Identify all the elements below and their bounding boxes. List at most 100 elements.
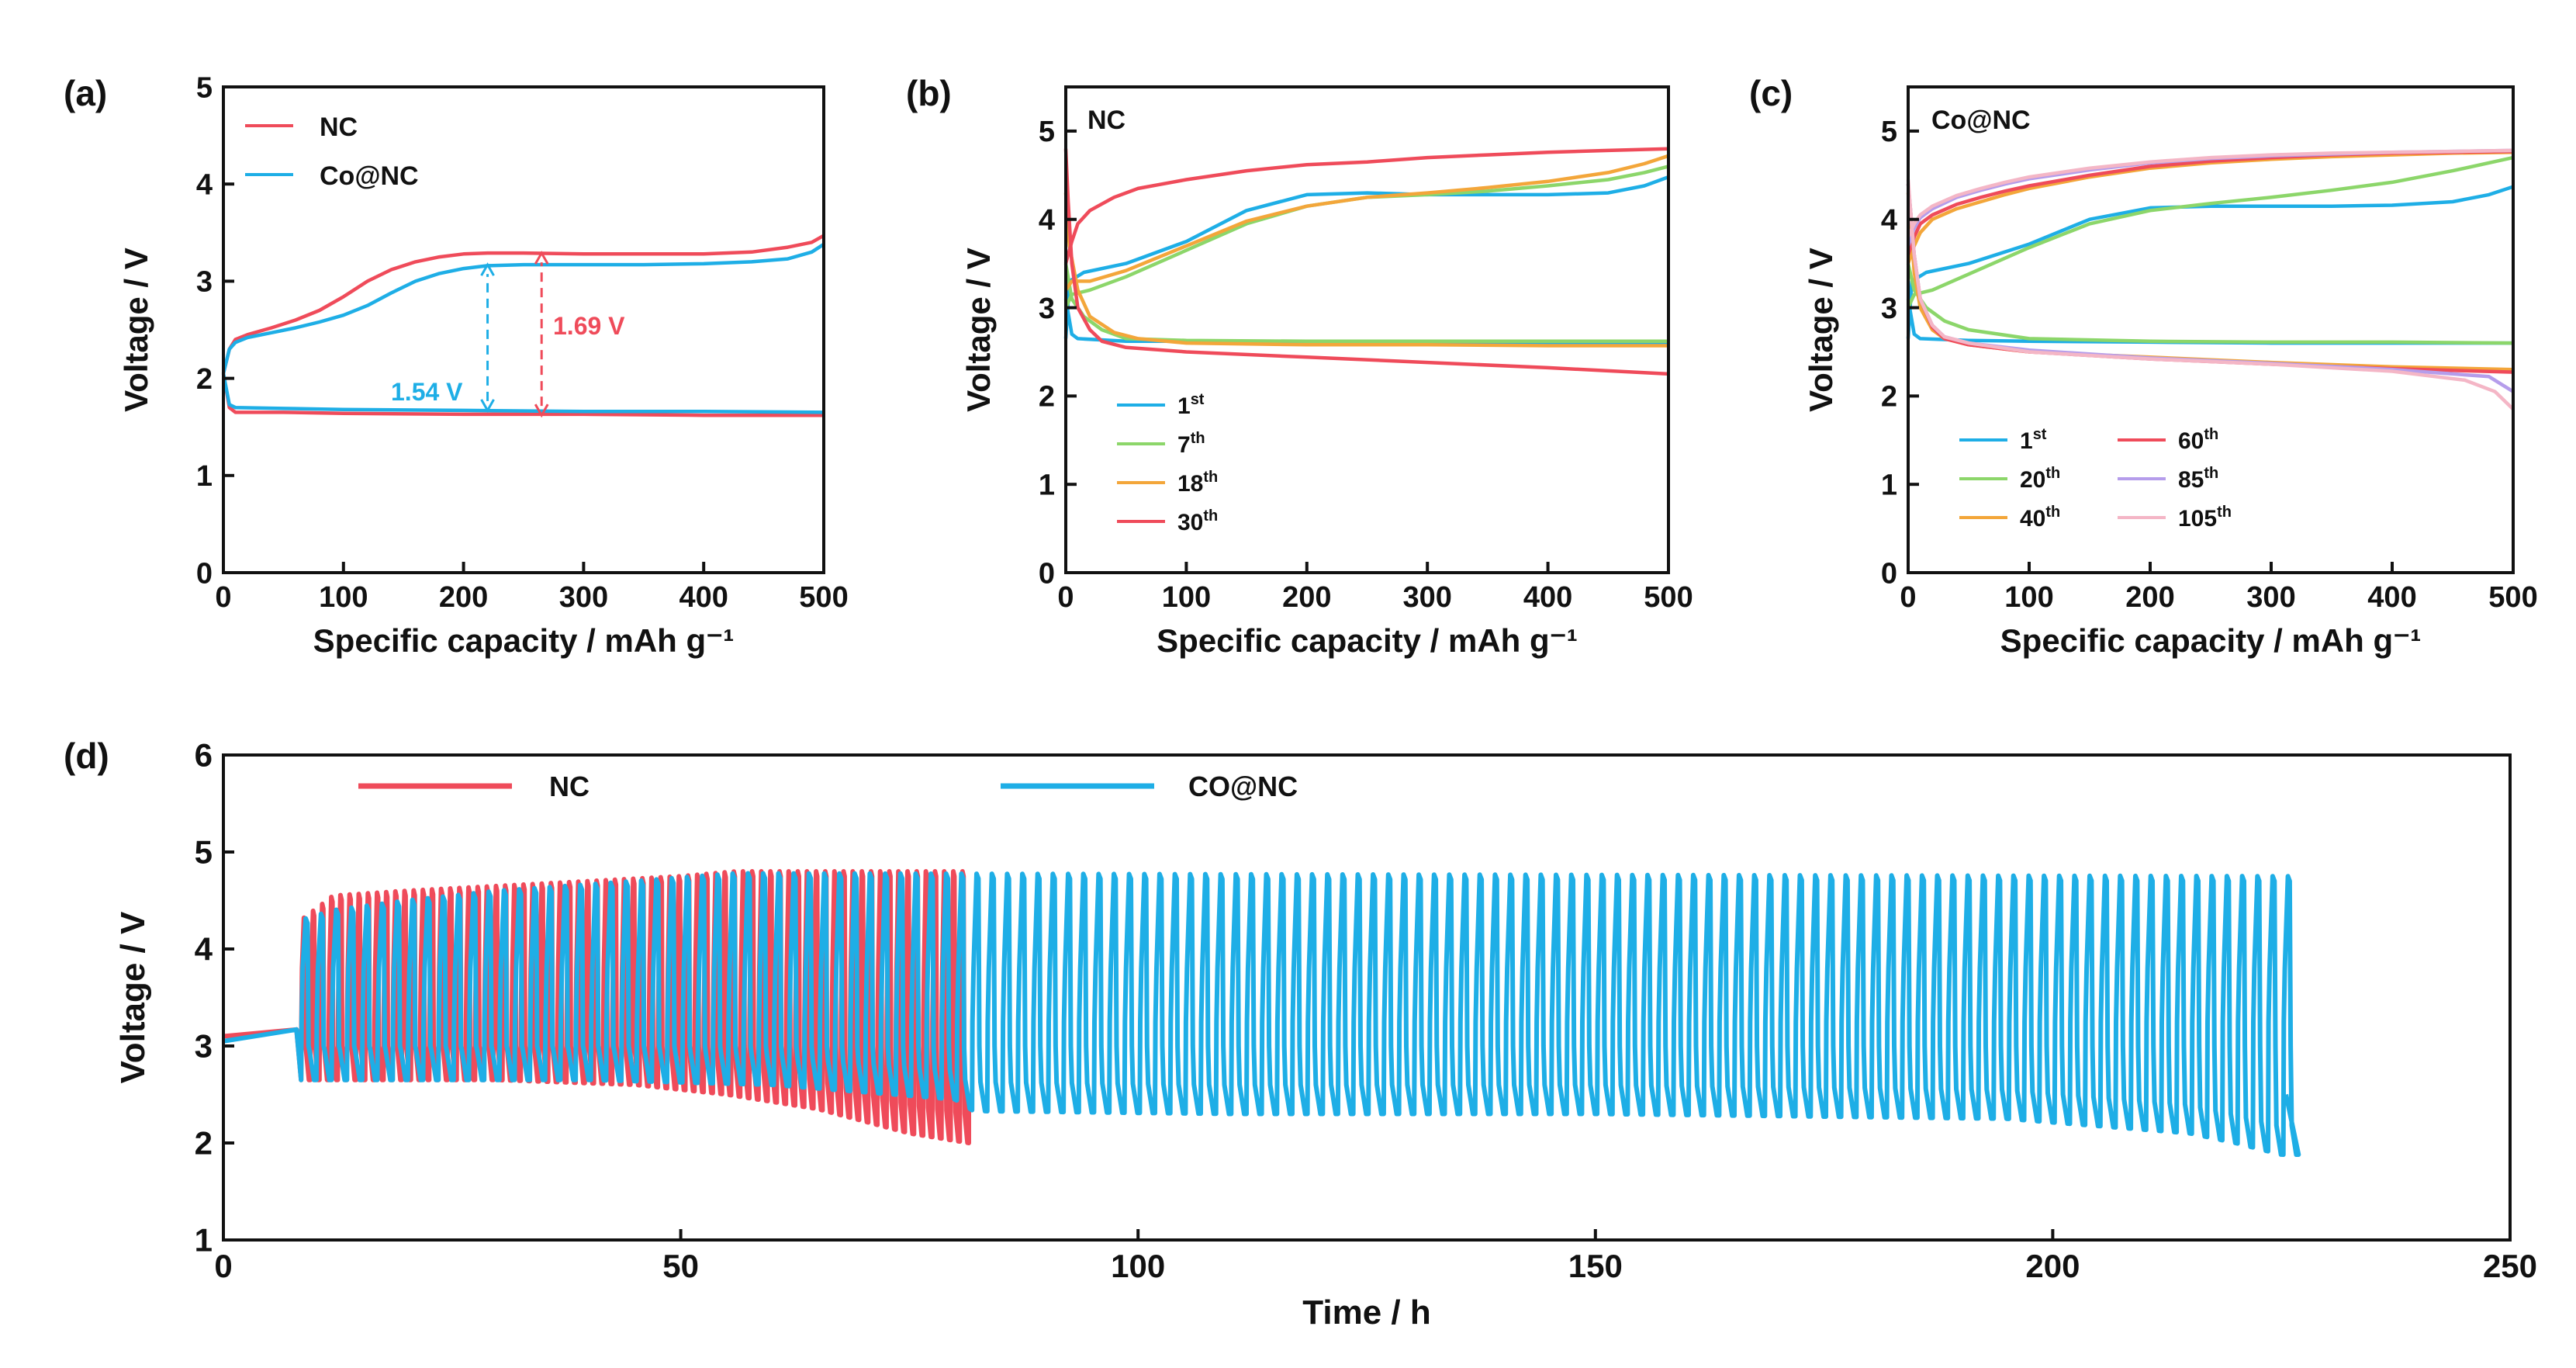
x-tick-label-c-1: 100 <box>2004 581 2053 614</box>
series-group-a <box>221 234 825 417</box>
y-tick-label-c-4: 4 <box>1881 204 1897 237</box>
x-tick-label-a-1: 100 <box>319 581 368 614</box>
chart-panel-d: 0 50 100 150 200 250 1 2 3 4 5 6 Time / h Voltage / V… <box>114 737 2537 1332</box>
legend-label-c-legend-0: 1st <box>2020 426 2047 454</box>
x-tick-label-d-4: 200 <box>2025 1248 2080 1284</box>
y-tick-label-b-3: 3 <box>1039 293 1055 325</box>
x-tick-label-a-5: 500 <box>799 581 848 614</box>
x-tick-label-a-4: 400 <box>679 581 728 614</box>
y-tick-label-c-0: 0 <box>1881 557 1897 590</box>
legend-b: 1st 7th 18th 30th <box>1117 391 1218 535</box>
y-axis-label-d: Voltage / V <box>114 911 152 1083</box>
y-tick-label-a-0: 0 <box>196 557 213 590</box>
y-tick-label-a-3: 3 <box>196 266 213 299</box>
y-tick-label-b-1: 1 <box>1039 469 1055 501</box>
x-tick-label-c-3: 300 <box>2246 581 2295 614</box>
x-tick-label-a-0: 0 <box>215 581 231 614</box>
x-tick-label-c-0: 0 <box>1900 581 1916 614</box>
series-line-b-5 <box>1063 192 1668 348</box>
series-line-a-0 <box>221 234 825 374</box>
panel-label-d: (d) <box>64 736 109 776</box>
y-tick-label-b-2: 2 <box>1039 381 1055 414</box>
panel-label-b: (b) <box>906 73 952 113</box>
y-tick-label-d-4: 5 <box>195 834 213 871</box>
legend-label-conc-a: Co@NC <box>320 161 419 191</box>
series-group-c <box>1906 148 2515 411</box>
y-tick-label-c-3: 3 <box>1881 293 1897 325</box>
plot-frame-b <box>1064 85 1670 574</box>
annotation-arrowhead-top-0 <box>480 262 495 276</box>
legend-label-c-legend-3: 60th <box>2178 426 2218 454</box>
annotation-arrowhead-bottom-1 <box>534 403 549 418</box>
x-tick-label-b-5: 500 <box>1644 581 1693 614</box>
series-line-d-nc <box>223 869 971 1145</box>
y-axis-label-b: Voltage / V <box>960 248 997 412</box>
y-tick-label-d-2: 3 <box>195 1028 213 1065</box>
series-line-c-10 <box>1906 148 2514 238</box>
x-tick-label-d-2: 100 <box>1111 1248 1165 1284</box>
axes-a: 0 100 200 300 400 500 0 1 2 3 4 5 Specific capacity … <box>118 71 849 659</box>
series-line-a-2 <box>221 242 825 374</box>
legend-label-c-legend-2: 40th <box>2020 504 2060 532</box>
x-tick-label-d-0: 0 <box>214 1248 232 1284</box>
y-tick-label-d-1: 2 <box>195 1125 213 1162</box>
plot-frame-c <box>1907 85 2515 574</box>
y-axis-label-c: Voltage / V <box>1803 248 1839 412</box>
x-tick-label-b-4: 400 <box>1523 581 1572 614</box>
legend-label-nc-a: NC <box>320 113 358 142</box>
legend-label-b-legend-0: 1st <box>1177 391 1205 419</box>
series-line-c-2 <box>1906 155 2514 309</box>
annotation-arrowhead-bottom-0 <box>480 399 495 413</box>
series-line-b-7 <box>1063 148 1669 376</box>
panel-label-c: (c) <box>1749 73 1793 113</box>
legend-label-conc-d: CO@NC <box>1188 771 1298 802</box>
x-tick-label-b-2: 200 <box>1282 581 1331 614</box>
y-tick-label-b-5: 5 <box>1039 116 1055 148</box>
axes-c: 0 100 200 300 400 500 0 1 2 3 4 5 Specific capacity … <box>1803 85 2538 659</box>
series-line-c-3 <box>1906 263 2514 345</box>
y-tick-label-c-2: 2 <box>1881 381 1897 414</box>
chart-panel-a: 0 100 200 300 400 500 0 1 2 3 4 5 Specific capacity … <box>118 71 849 659</box>
legend-label-c-legend-5: 105th <box>2178 504 2232 532</box>
x-tick-label-a-3: 300 <box>559 581 608 614</box>
x-tick-label-c-2: 200 <box>2125 581 2174 614</box>
x-axis-label-d: Time / h <box>1302 1294 1430 1332</box>
annotation-arrowhead-top-1 <box>534 251 549 265</box>
x-tick-label-b-3: 300 <box>1402 581 1451 614</box>
y-axis-label-a: Voltage / V <box>118 248 154 412</box>
y-tick-label-b-0: 0 <box>1039 557 1055 590</box>
series-line-b-3 <box>1063 263 1668 344</box>
series-line-c-1 <box>1906 298 2513 345</box>
chart-panel-b: 0 100 200 300 400 500 0 1 2 3 4 5 Specific capacity … <box>960 85 1693 659</box>
annotation-label-1.69V: 1.69 V <box>553 312 625 340</box>
series-group-b <box>1063 147 1669 376</box>
plot-frame-d <box>222 753 2512 1242</box>
axes-d: 0 50 100 150 200 250 1 2 3 4 5 6 Time / h Voltage / V <box>114 737 2537 1332</box>
x-tick-label-d-3: 150 <box>1568 1248 1623 1284</box>
x-tick-label-d-5: 250 <box>2483 1248 2537 1284</box>
x-axis-label-b: Specific capacity / mAh g⁻¹ <box>1157 622 1578 659</box>
x-tick-label-b-0: 0 <box>1057 581 1074 614</box>
x-axis-label-a: Specific capacity / mAh g⁻¹ <box>313 622 735 659</box>
y-tick-label-d-0: 1 <box>195 1222 213 1259</box>
y-tick-label-b-4: 4 <box>1039 204 1055 237</box>
y-tick-label-a-4: 4 <box>196 169 213 202</box>
axes-b: 0 100 200 300 400 500 0 1 2 3 4 5 Specific capacity … <box>960 85 1693 659</box>
annotation-group-a <box>480 251 549 418</box>
series-line-b-0 <box>1063 175 1669 339</box>
legend-label-b-legend-3: 30th <box>1177 507 1218 535</box>
x-tick-label-d-1: 50 <box>662 1248 699 1284</box>
x-tick-label-c-5: 500 <box>2488 581 2537 614</box>
y-tick-label-c-5: 5 <box>1881 116 1897 148</box>
y-tick-label-a-1: 1 <box>196 460 213 493</box>
y-tick-label-c-1: 1 <box>1881 469 1897 501</box>
x-tick-label-a-2: 200 <box>439 581 488 614</box>
series-line-a-1 <box>221 372 824 417</box>
y-tick-label-a-5: 5 <box>196 71 213 104</box>
x-axis-label-c: Specific capacity / mAh g⁻¹ <box>2000 622 2422 659</box>
legend-label-b-legend-2: 18th <box>1177 469 1218 497</box>
legend-c: 1st 20th 40th 60th 85th 105th <box>1959 426 2232 532</box>
inset-label-c: Co@NC <box>1931 106 2031 135</box>
series-group-d <box>223 869 2301 1157</box>
